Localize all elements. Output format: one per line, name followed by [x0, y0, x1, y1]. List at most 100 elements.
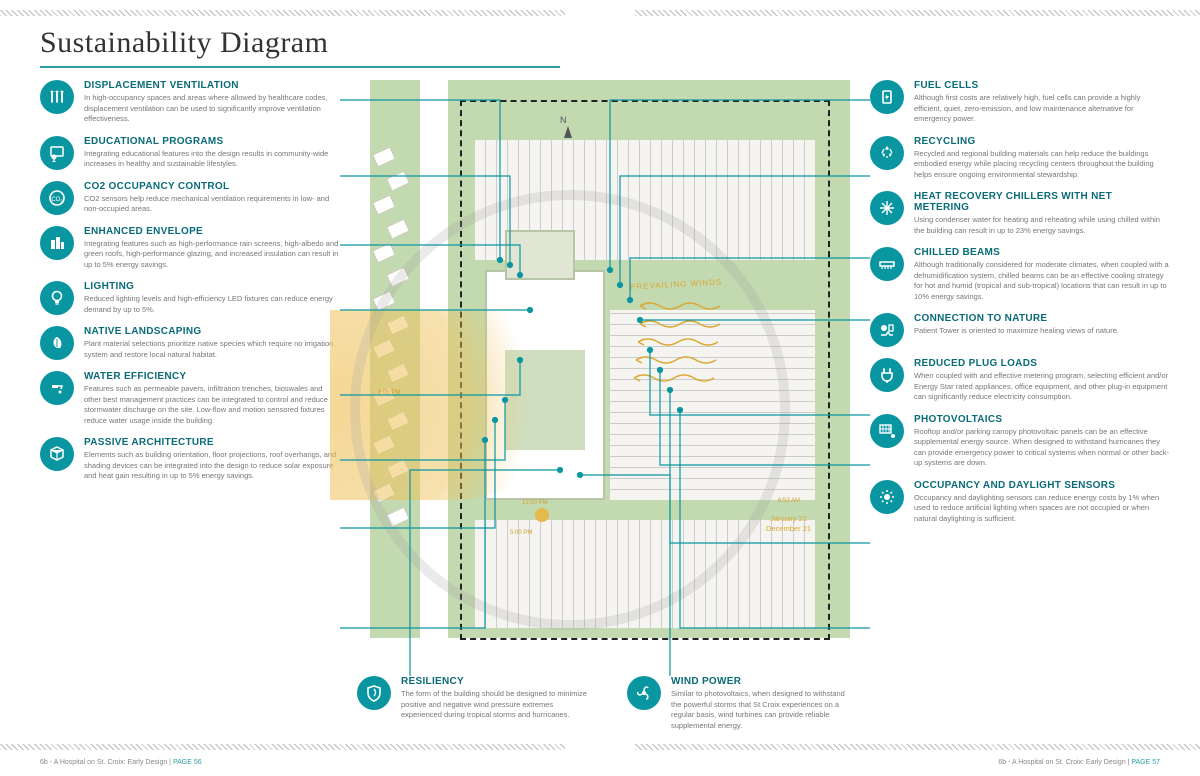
- feature-native-landscaping: NATIVE LANDSCAPING Plant material selecti…: [40, 326, 340, 360]
- sun-circle: [350, 190, 790, 630]
- feature-desc: Similar to photovoltaics, when designed …: [671, 689, 857, 731]
- wind-arrow-1: [640, 300, 740, 312]
- feature-educational-programs: EDUCATIONAL PROGRAMS Integrating educatio…: [40, 136, 340, 170]
- pv-icon: [870, 414, 904, 448]
- feature-resiliency: RESILIENCY The form of the building shoul…: [357, 676, 587, 731]
- feature-wind-power: WIND POWER Similar to photovoltaics, when…: [627, 676, 857, 731]
- vent-icon: [40, 80, 74, 114]
- feature-desc: Rooftop and/or parking canopy photovolta…: [914, 427, 1170, 469]
- feature-connection-to-nature: CONNECTION TO NATURE Patient Tower is ori…: [870, 313, 1170, 347]
- feature-heat-recovery-chillers-with-net-metering: HEAT RECOVERY CHILLERS WITH NET METERING…: [870, 191, 1170, 236]
- feature-title: RECYCLING: [914, 136, 1170, 147]
- feature-title: CHILLED BEAMS: [914, 247, 1170, 258]
- left-column: DISPLACEMENT VENTILATION In high-occupanc…: [40, 80, 340, 493]
- feature-desc: Although first costs are relatively high…: [914, 93, 1170, 125]
- wind-arrow-3: [638, 336, 738, 348]
- feature-lighting: LIGHTING Reduced lighting levels and high…: [40, 281, 340, 315]
- right-column: FUEL CELLS Although first costs are relat…: [870, 80, 1170, 535]
- feature-desc: Features such as permeable pavers, infil…: [84, 384, 340, 426]
- feature-title: FUEL CELLS: [914, 80, 1170, 91]
- feature-title: DISPLACEMENT VENTILATION: [84, 80, 340, 91]
- feature-desc: Elements such as building orientation, f…: [84, 450, 340, 482]
- time-5pm: 5:00 PM: [510, 530, 532, 536]
- feature-title: ENHANCED ENVELOPE: [84, 226, 340, 237]
- edu-icon: [40, 136, 74, 170]
- feature-title: EDUCATIONAL PROGRAMS: [84, 136, 340, 147]
- feature-co2-occupancy-control: CO₂ CO2 OCCUPANCY CONTROL CO2 sensors help…: [40, 181, 340, 215]
- feature-occupancy-and-daylight-sensors: OCCUPANCY AND DAYLIGHT SENSORS Occupancy …: [870, 480, 1170, 525]
- feature-title: LIGHTING: [84, 281, 340, 292]
- snow-icon: [870, 191, 904, 225]
- hatch-top-left: [0, 10, 565, 16]
- feature-desc: Although traditionally considered for mo…: [914, 260, 1170, 302]
- title-rule: [40, 66, 560, 68]
- svg-text:CO₂: CO₂: [51, 197, 63, 203]
- fuel-icon: [870, 80, 904, 114]
- feature-desc: Plant material selections prioritize nat…: [84, 339, 340, 360]
- feature-desc: Occupancy and daylighting sensors can re…: [914, 493, 1170, 525]
- feature-displacement-ventilation: DISPLACEMENT VENTILATION In high-occupanc…: [40, 80, 340, 125]
- sun-noon: [535, 508, 549, 522]
- recycle-icon: [870, 136, 904, 170]
- beam-icon: [870, 247, 904, 281]
- feature-title: PASSIVE ARCHITECTURE: [84, 437, 340, 448]
- feature-reduced-plug-loads: REDUCED PLUG LOADS When coupled with and …: [870, 358, 1170, 403]
- compass-n: N: [560, 115, 567, 125]
- sensor-icon: [870, 480, 904, 514]
- feature-fuel-cells: FUEL CELLS Although first costs are relat…: [870, 80, 1170, 125]
- footer-left: 6b - A Hospital on St. Croix: Early Desi…: [40, 759, 202, 766]
- feature-title: WIND POWER: [671, 676, 857, 687]
- feature-desc: Integrating educational features into th…: [84, 149, 340, 170]
- feature-title: REDUCED PLUG LOADS: [914, 358, 1170, 369]
- page-title: Sustainability Diagram: [40, 26, 328, 60]
- date-dec: December 21: [766, 524, 811, 533]
- light-icon: [40, 281, 74, 315]
- water-icon: [40, 371, 74, 405]
- feature-passive-architecture: PASSIVE ARCHITECTURE Elements such as bui…: [40, 437, 340, 482]
- feature-enhanced-envelope: ENHANCED ENVELOPE Integrating features su…: [40, 226, 340, 271]
- feature-title: HEAT RECOVERY CHILLERS WITH NET METERING: [914, 191, 1170, 213]
- feature-desc: CO2 sensors help reduce mechanical venti…: [84, 194, 340, 215]
- date-jan: January 21: [770, 514, 807, 523]
- hatch-top-right: [635, 10, 1200, 16]
- feature-desc: The form of the building should be desig…: [401, 689, 587, 721]
- env-icon: [40, 226, 74, 260]
- feature-photovoltaics: PHOTOVOLTAICS Rooftop and/or parking cano…: [870, 414, 1170, 469]
- feature-desc: When coupled with and effective metering…: [914, 371, 1170, 403]
- feature-title: OCCUPANCY AND DAYLIGHT SENSORS: [914, 480, 1170, 491]
- shield-icon: [357, 676, 391, 710]
- feature-chilled-beams: CHILLED BEAMS Although traditionally cons…: [870, 247, 1170, 302]
- leaf-icon: [40, 326, 74, 360]
- time-653am: 6:53 AM: [778, 498, 800, 504]
- time-12pm: 12:00 PM: [522, 500, 548, 506]
- feature-title: WATER EFFICIENCY: [84, 371, 340, 382]
- feature-water-efficiency: WATER EFFICIENCY Features such as permeab…: [40, 371, 340, 426]
- nature-icon: [870, 313, 904, 347]
- cube-icon: [40, 437, 74, 471]
- feature-desc: Patient Tower is oriented to maximize he…: [914, 326, 1170, 337]
- feature-title: NATIVE LANDSCAPING: [84, 326, 340, 337]
- footer-right: 6b - A Hospital on St. Croix: Early Desi…: [998, 759, 1160, 766]
- road-horizontal: [370, 638, 850, 660]
- feature-title: PHOTOVOLTAICS: [914, 414, 1170, 425]
- wind-icon: [627, 676, 661, 710]
- feature-desc: Reduced lighting levels and high-efficie…: [84, 294, 340, 315]
- feature-title: CONNECTION TO NATURE: [914, 313, 1170, 324]
- site-plan: N PREVAILING WINDS 8:00 PM 12:00 PM 5:00…: [370, 80, 850, 660]
- time-8pm: 8:00 PM: [378, 390, 400, 396]
- feature-desc: In high-occupancy spaces and areas where…: [84, 93, 340, 125]
- hatch-bot-left: [0, 744, 565, 750]
- feature-title: RESILIENCY: [401, 676, 587, 687]
- wind-arrow-2: [640, 318, 740, 330]
- feature-desc: Recycled and regional building materials…: [914, 149, 1170, 181]
- wind-arrow-4: [636, 354, 736, 366]
- feature-recycling: RECYCLING Recycled and regional building …: [870, 136, 1170, 181]
- north-arrow-icon: [564, 126, 572, 138]
- wind-arrow-5: [634, 372, 734, 384]
- plug-icon: [870, 358, 904, 392]
- feature-title: CO2 OCCUPANCY CONTROL: [84, 181, 340, 192]
- feature-desc: Integrating features such as high-perfor…: [84, 239, 340, 271]
- bottom-row: RESILIENCY The form of the building shoul…: [357, 676, 857, 745]
- feature-desc: Using condenser water for heating and re…: [914, 215, 1170, 236]
- hatch-bot-right: [635, 744, 1200, 750]
